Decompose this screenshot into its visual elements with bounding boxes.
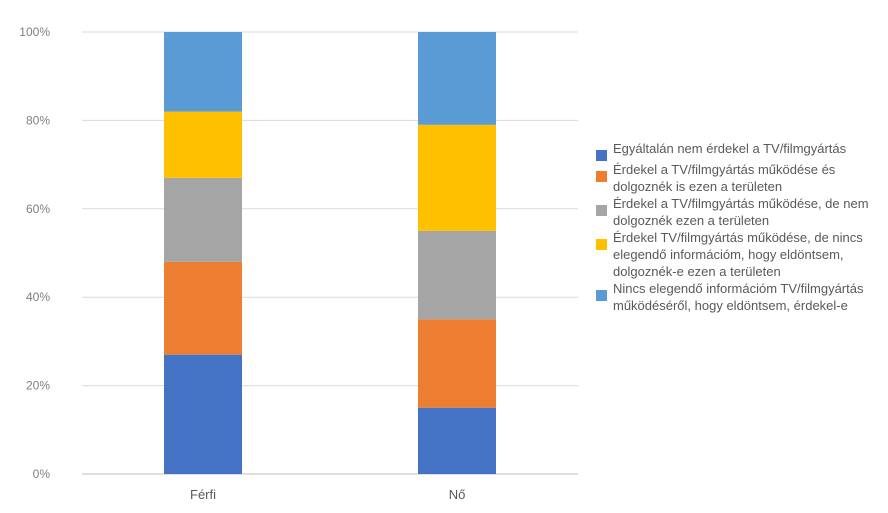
legend-item: Egyáltalán nem érdekel a TV/filmgyártás — [596, 140, 881, 161]
chart-legend: Egyáltalán nem érdekel a TV/filmgyártás É… — [596, 140, 881, 314]
legend-swatch — [596, 290, 607, 301]
bar-segment — [418, 230, 496, 320]
bar-segment — [164, 354, 242, 474]
x-category-label: Nő — [449, 487, 466, 502]
y-tick-label: 100% — [19, 25, 50, 39]
legend-label: Egyáltalán nem érdekel a TV/filmgyártás — [613, 141, 847, 156]
bar-segment — [418, 319, 496, 408]
bar-segment — [164, 261, 242, 355]
bar-segment — [418, 407, 496, 474]
x-category-label: Férfi — [190, 487, 216, 502]
legend-swatch — [596, 171, 607, 182]
bar-segment — [418, 32, 496, 125]
y-tick-label: 60% — [26, 202, 50, 216]
legend-item: Nincs elegendő információm TV/filmgyártá… — [596, 280, 881, 314]
bar-segment — [418, 124, 496, 231]
y-tick-label: 20% — [26, 379, 50, 393]
legend-item: Érdekel TV/filmgyártás működése, de ninc… — [596, 229, 881, 280]
bar-segment — [164, 32, 242, 112]
legend-swatch — [596, 239, 607, 250]
bar-segment — [164, 111, 242, 178]
legend-label: Érdekel a TV/filmgyártás működése, de ne… — [613, 196, 869, 228]
y-tick-label: 40% — [26, 290, 50, 304]
y-tick-label: 80% — [26, 113, 50, 127]
legend-item: Érdekel a TV/filmgyártás működése és dol… — [596, 161, 881, 195]
legend-swatch — [596, 150, 607, 161]
legend-swatch — [596, 205, 607, 216]
legend-label: Érdekel TV/filmgyártás működése, de ninc… — [613, 230, 863, 279]
bar-segment — [164, 177, 242, 262]
legend-item: Érdekel a TV/filmgyártás működése, de ne… — [596, 195, 881, 229]
legend-label: Érdekel a TV/filmgyártás működése és dol… — [613, 162, 836, 194]
legend-label: Nincs elegendő információm TV/filmgyártá… — [613, 281, 864, 313]
y-tick-label: 0% — [33, 467, 51, 481]
